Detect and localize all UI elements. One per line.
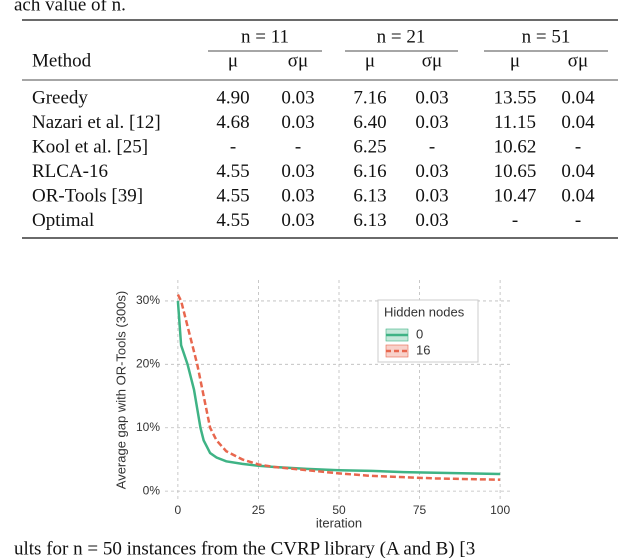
- group-header: n = 11: [241, 26, 289, 47]
- x-tick-label: 100: [490, 503, 510, 517]
- table-cell: -: [512, 210, 518, 231]
- group-header: n = 21: [377, 26, 426, 47]
- table-cell: 10.47: [494, 185, 537, 206]
- y-tick-label: 0%: [143, 483, 161, 497]
- table-cell: 7.16: [353, 87, 386, 108]
- table-cell: 0.04: [561, 161, 595, 182]
- table-cell: 0.04: [561, 87, 595, 108]
- table-cell: 0.03: [281, 112, 314, 133]
- table-cell: 4.55: [216, 210, 249, 231]
- x-axis-label: iteration: [316, 515, 362, 530]
- y-tick-label: 30%: [136, 293, 160, 307]
- table-cell: Optimal: [32, 210, 94, 231]
- table-cell: 4.68: [216, 112, 249, 133]
- table-cell: Greedy: [32, 87, 88, 108]
- table-cell: 6.40: [353, 112, 386, 133]
- table-cell: 0.03: [281, 185, 314, 206]
- legend-title: Hidden nodes: [384, 304, 465, 319]
- table-cell: 6.16: [353, 161, 386, 182]
- caption: ults for n = 50 instances from the CVRP …: [14, 538, 475, 558]
- table-cell: -: [295, 136, 301, 157]
- table-cell: 0.03: [415, 161, 448, 182]
- group-header: n = 51: [522, 26, 571, 47]
- table-cell: -: [575, 136, 581, 157]
- y-tick-label: 10%: [136, 420, 160, 434]
- table-cell: -: [230, 136, 236, 157]
- table-cell: 6.13: [353, 185, 386, 206]
- table-cell: 6.25: [353, 136, 386, 157]
- table-cell: 0.03: [281, 87, 314, 108]
- intro-text: ach value of n.: [14, 0, 126, 15]
- table-cell: 0.03: [415, 210, 448, 231]
- table-cell: 0.03: [415, 87, 448, 108]
- table-cell: 0.03: [415, 185, 448, 206]
- table-cell: 0.04: [561, 185, 595, 206]
- table-cell: Kool et al. [25]: [32, 136, 148, 157]
- table-cell: -: [575, 210, 581, 231]
- legend-label: 0: [416, 326, 423, 341]
- table-cell: 11.15: [494, 112, 536, 133]
- column-header: μ: [365, 50, 375, 71]
- y-axis-label: Average gap with OR-Tools (300s): [113, 291, 128, 489]
- table-cell: 10.65: [494, 161, 537, 182]
- column-header: σμ: [288, 50, 308, 71]
- series-line: [176, 294, 501, 481]
- x-tick-label: 75: [413, 503, 427, 517]
- table-cell: RLCA-16: [32, 161, 108, 182]
- table-cell: 13.55: [494, 87, 537, 108]
- table-cell: OR-Tools [39]: [32, 185, 143, 206]
- table-cell: Nazari et al. [12]: [32, 112, 161, 133]
- column-header: μ: [510, 50, 520, 71]
- column-header: Method: [32, 50, 92, 71]
- column-header: μ: [228, 50, 238, 71]
- x-tick-label: 25: [252, 503, 266, 517]
- column-header: σμ: [568, 50, 588, 71]
- table-cell: -: [429, 136, 435, 157]
- table-cell: 0.04: [561, 112, 595, 133]
- x-tick-label: 0: [175, 503, 182, 517]
- table-cell: 4.90: [216, 87, 249, 108]
- table-cell: 0.03: [281, 161, 314, 182]
- table-cell: 0.03: [281, 210, 314, 231]
- table-cell: 0.03: [415, 112, 448, 133]
- table-cell: 10.62: [494, 136, 537, 157]
- x-tick-label: 50: [332, 503, 346, 517]
- series-line: [176, 300, 501, 476]
- y-tick-label: 20%: [136, 356, 160, 370]
- legend-label: 16: [416, 342, 430, 357]
- table-cell: 6.13: [353, 210, 386, 231]
- table-cell: 4.55: [216, 185, 249, 206]
- table-cell: 4.55: [216, 161, 249, 182]
- column-header: σμ: [422, 50, 442, 71]
